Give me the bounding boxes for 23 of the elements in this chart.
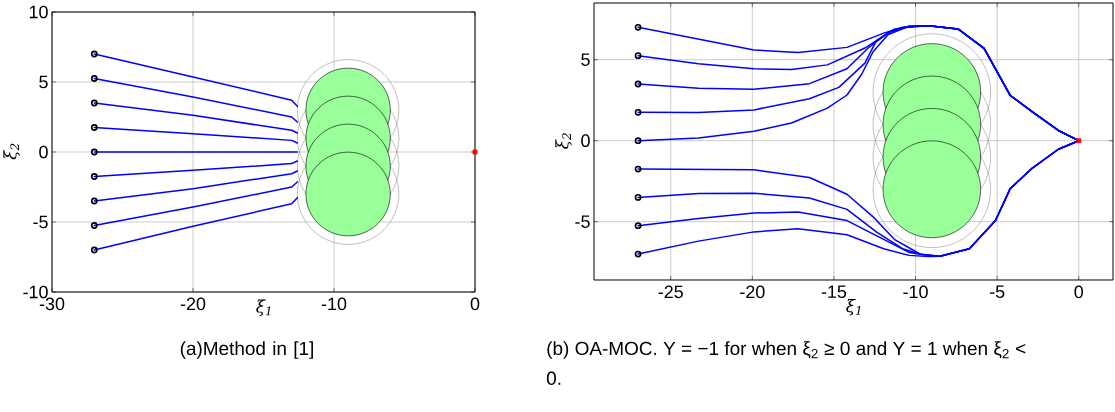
- x-tick-label: -5: [989, 285, 1005, 299]
- y-tick-label: -5: [575, 215, 590, 228]
- text: (a)Method in [1]: [180, 341, 313, 359]
- y-tick-label: 10: [29, 5, 48, 19]
- x-tick-label: -15: [821, 285, 847, 299]
- y-tick-label: 0: [581, 134, 590, 148]
- y-tick-label: 5: [581, 53, 590, 66]
- x-tick-label: 0: [1074, 285, 1084, 299]
- x-tick-label: -20: [180, 297, 206, 311]
- x-tick-label: -10: [321, 297, 347, 311]
- x-tick-label: -10: [903, 285, 928, 299]
- y-axis-title: ξ$_{2}$: [555, 133, 572, 149]
- x-tick-label: 0: [470, 297, 480, 311]
- x-tick-label: -25: [658, 285, 683, 299]
- x-axis-title: ξ$_{1}$: [256, 299, 271, 316]
- x-tick-label: -20: [740, 285, 765, 299]
- text: (b) OA-MOC. Υ = −1 for when ξ$_{2}$ ≥ 0 and Υ = 1 when ξ$_{2}$ < 0.: [546, 341, 1026, 385]
- y-tick-label: 5: [39, 75, 48, 89]
- x-axis-title: ξ$_{1}$: [846, 299, 861, 316]
- y-tick-label: 0: [39, 145, 48, 159]
- y-axis-title: ξ$_{2}$: [3, 143, 20, 160]
- x-tick-label: -30: [39, 297, 65, 311]
- y-tick-label: -5: [33, 215, 48, 229]
